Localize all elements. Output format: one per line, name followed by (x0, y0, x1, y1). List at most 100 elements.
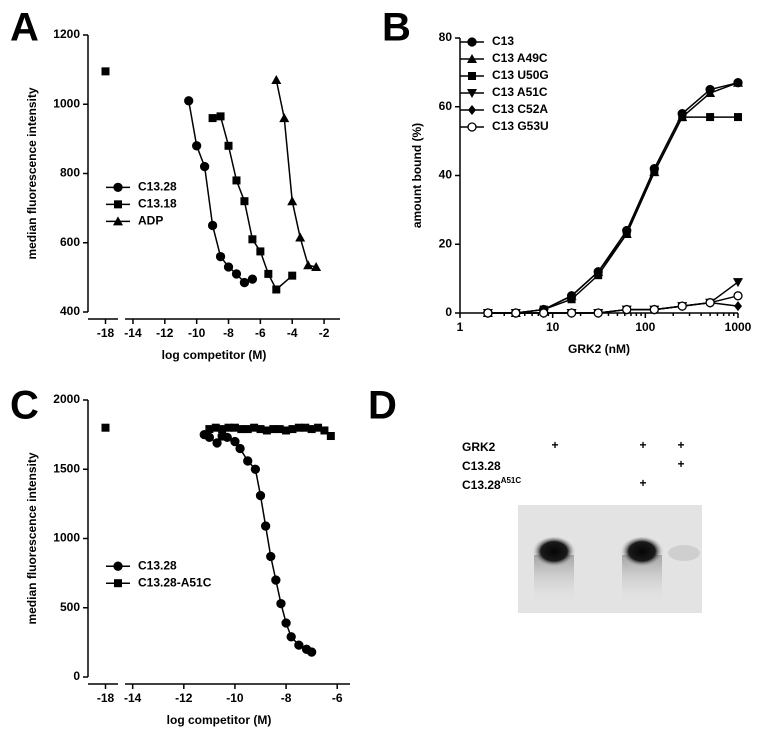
lane-mark: + (639, 438, 646, 452)
x-tick-label: 10 (546, 320, 560, 334)
marker (288, 425, 297, 434)
legend-marker (467, 54, 477, 63)
marker (101, 67, 110, 76)
gel-band (620, 537, 664, 569)
series-line (212, 115, 293, 291)
marker (248, 235, 257, 244)
x-tick-label: -12 (156, 326, 174, 340)
legend-marker (467, 37, 477, 47)
x-tick-label: 1 (457, 320, 464, 334)
x-tick-label: -18 (97, 326, 115, 340)
x-tick-label: -6 (255, 326, 266, 340)
x-axis-title: log competitor (M) (162, 348, 267, 362)
marker (705, 298, 715, 308)
marker (222, 432, 232, 443)
y-tick-label: 500 (60, 600, 80, 614)
y-tick-label: 60 (439, 99, 453, 113)
marker (307, 425, 316, 434)
y-tick-label: 600 (60, 235, 80, 249)
marker (240, 197, 249, 206)
legend-label: C13 A49C (492, 51, 548, 65)
lane-mark: + (551, 438, 558, 452)
panel-label: B (382, 6, 411, 50)
legend-label: C13 A51C (492, 85, 548, 99)
marker (264, 269, 273, 278)
legend-label: ADP (138, 214, 163, 228)
marker (216, 112, 225, 121)
y-tick-label: 1500 (53, 461, 80, 475)
lane-mark: + (639, 476, 646, 490)
marker (294, 423, 303, 432)
marker (224, 141, 233, 150)
marker (287, 196, 298, 206)
marker (306, 647, 317, 657)
legend-label: C13.28 (138, 558, 177, 572)
marker (733, 77, 743, 87)
x-tick-label: -14 (124, 691, 142, 705)
panel-label: D (368, 384, 397, 428)
marker (276, 598, 286, 609)
y-tick-label: 400 (60, 304, 80, 318)
marker (483, 308, 493, 318)
x-axis-title: GRK2 (nM) (568, 342, 630, 356)
y-tick-label: 80 (439, 30, 453, 44)
legend-marker (468, 105, 476, 115)
marker (237, 425, 246, 434)
marker (295, 232, 306, 242)
marker (303, 260, 314, 270)
legend-label: C13 C52A (492, 102, 548, 116)
marker (230, 436, 240, 447)
marker (207, 220, 218, 231)
legend-label: C13.28-A51C (138, 575, 212, 589)
marker (247, 274, 258, 284)
marker (566, 308, 577, 318)
y-tick-label: 1200 (53, 27, 80, 41)
marker (239, 277, 250, 288)
marker (231, 269, 242, 279)
marker (649, 304, 659, 315)
y-tick-label: 20 (439, 236, 453, 250)
marker (733, 278, 743, 288)
marker (320, 426, 329, 435)
marker (650, 168, 659, 177)
legend-label: C13 G53U (492, 119, 549, 133)
row-label: C13.28A51C (462, 476, 521, 492)
y-axis-title: amount bound (%) (410, 123, 424, 228)
gel-band (532, 537, 576, 569)
x-tick-label: -8 (281, 691, 292, 705)
x-tick-label: -2 (319, 326, 330, 340)
marker (594, 271, 603, 280)
marker (215, 251, 226, 262)
marker (224, 423, 233, 432)
legend-label: C13.28 (138, 180, 177, 194)
marker (539, 308, 549, 318)
y-tick-label: 0 (445, 305, 452, 319)
marker (288, 271, 297, 280)
marker (211, 423, 220, 432)
legend-marker (114, 200, 122, 209)
panel-label: C (10, 384, 39, 428)
marker (734, 113, 742, 122)
y-axis-title: median fluorescence intensity (25, 87, 39, 259)
marker (269, 425, 278, 434)
marker (294, 640, 304, 650)
legend-label: C13 U50G (492, 68, 549, 82)
marker (733, 291, 743, 301)
x-tick-label: -18 (97, 691, 115, 705)
marker (204, 432, 215, 443)
row-label: C13.28 (462, 459, 501, 473)
marker (266, 551, 276, 562)
marker (301, 423, 310, 432)
marker (230, 423, 239, 432)
marker (208, 114, 217, 123)
marker (192, 141, 202, 151)
gel-band (668, 545, 700, 561)
marker (286, 632, 296, 642)
legend-marker (468, 72, 476, 80)
y-tick-label: 40 (439, 168, 453, 182)
legend-label: C13 (492, 34, 514, 48)
marker (243, 456, 253, 466)
marker (511, 308, 521, 318)
marker (275, 425, 284, 434)
